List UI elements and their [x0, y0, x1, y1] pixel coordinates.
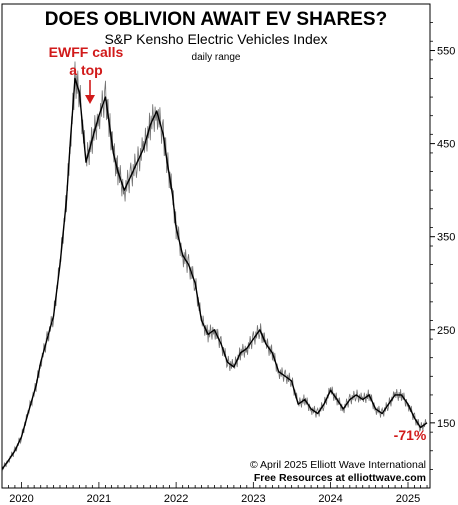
chart-title: DOES OBLIVION AWAIT EV SHARES? — [45, 9, 387, 30]
y-axis: 150 250 350 450 550 — [430, 22, 455, 470]
y-tick-label: 450 — [437, 139, 455, 151]
y-tick-label: 550 — [437, 46, 455, 58]
x-tick-label: 2022 — [164, 493, 188, 505]
plot-frame — [1, 3, 431, 489]
credit-line2: Free Resources at elliottwave.com — [254, 472, 426, 484]
peak-label-line2: a top — [69, 62, 102, 78]
peak-arrow — [85, 80, 95, 104]
x-tick-label: 2024 — [318, 493, 342, 505]
series-layer — [1, 61, 428, 473]
x-tick-label: 2023 — [241, 493, 265, 505]
y-tick-label: 250 — [437, 325, 455, 337]
x-axis: 2020 2021 2022 2023 2024 2025 — [1, 482, 428, 505]
decline-label: -71% — [394, 427, 427, 443]
x-tick-label: 2021 — [87, 493, 111, 505]
credit-line1: © April 2025 Elliott Wave International — [250, 459, 426, 471]
chart-subtitle: S&P Kensho Electric Vehicles Index — [104, 31, 327, 47]
x-tick-label: 2025 — [396, 493, 420, 505]
y-tick-label: 150 — [437, 418, 455, 430]
price-line — [1, 77, 428, 470]
price-range-band — [1, 61, 427, 473]
peak-label-line1: EWFF calls — [49, 44, 124, 60]
chart-note: daily range — [192, 52, 241, 63]
y-tick-label: 350 — [437, 232, 455, 244]
x-tick-label: 2020 — [9, 493, 33, 505]
